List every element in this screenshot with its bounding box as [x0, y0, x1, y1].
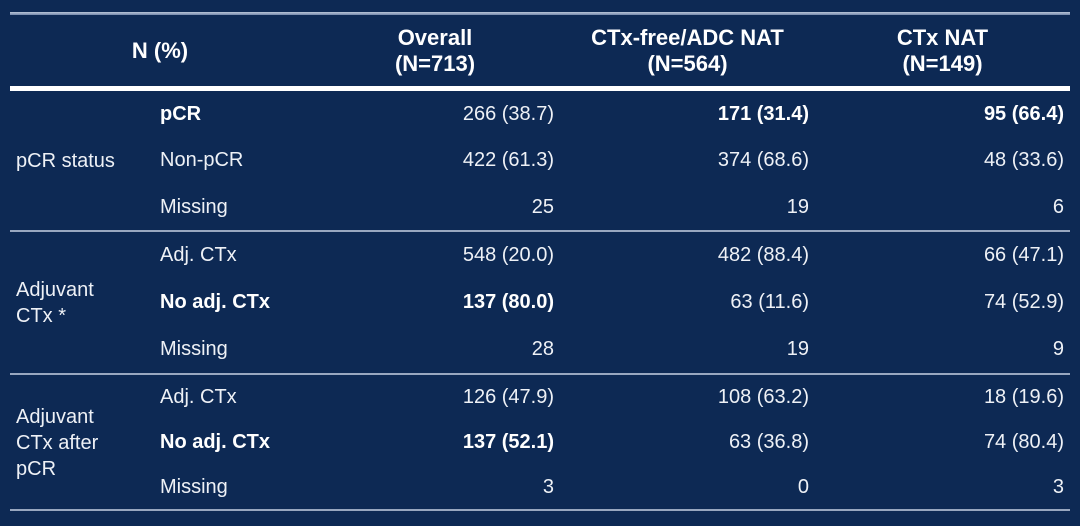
- row-label-adj-ctx: Adj. CTx: [160, 244, 237, 266]
- value-cell: 95 (66.4): [983, 102, 1064, 125]
- value-cell: 137 (80.0): [462, 291, 554, 313]
- row-label-no-adj-ctx: No adj. CTx: [160, 291, 271, 313]
- row-label-missing: Missing: [160, 195, 228, 218]
- column-header-ctx-nat-name: CTx NAT: [896, 24, 989, 50]
- value-cell: 422 (61.3): [462, 149, 554, 172]
- value-cell: 6: [1052, 195, 1064, 218]
- table-top-rule: [10, 12, 1070, 15]
- value-cell: 0: [797, 476, 809, 498]
- value-cell: 9: [1052, 338, 1064, 360]
- column-header-ctxfree-adc-nat: CTx-free/ADC NAT (N=564): [560, 25, 815, 77]
- value-cell: 3: [542, 476, 554, 498]
- group-separator-1: [10, 230, 1070, 232]
- value-cell: 108 (63.2): [717, 386, 809, 408]
- header-bottom-rule: [10, 86, 1070, 91]
- table-bottom-rule: [10, 509, 1070, 511]
- group-label-pcr-status: pCR status: [16, 149, 115, 172]
- group-label-adjuvant-ctx: Adjuvant CTx *: [16, 278, 94, 327]
- column-header-overall-name: Overall: [397, 24, 473, 50]
- corner-label: N (%): [131, 37, 189, 63]
- value-cell: 3: [1052, 476, 1064, 498]
- value-cell: 171 (31.4): [717, 102, 809, 125]
- value-cell: 63 (36.8): [728, 431, 809, 453]
- value-cell: 137 (52.1): [462, 431, 554, 453]
- group-separator-2: [10, 373, 1070, 375]
- row-group-adjuvant-ctx-after-pcr: Adjuvant CTx after pCR Adj. CTx 126 (47.…: [10, 375, 1070, 510]
- value-cell: 28: [531, 338, 554, 360]
- column-header-ctxfree-adc-nat-name: CTx-free/ADC NAT: [591, 24, 784, 50]
- value-cell: 74 (80.4): [983, 431, 1064, 453]
- row-label-non-pcr: Non-pCR: [160, 149, 244, 172]
- value-cell: 482 (88.4): [717, 244, 809, 266]
- column-header-ctx-nat-n: (N=149): [902, 50, 983, 76]
- value-cell: 66 (47.1): [983, 244, 1064, 266]
- column-header-ctxfree-adc-nat-n: (N=564): [647, 50, 728, 76]
- group-label-adjuvant-ctx-after-pcr: Adjuvant CTx after pCR: [16, 405, 99, 480]
- value-cell: 18 (19.6): [983, 386, 1064, 408]
- column-header-ctx-nat: CTx NAT (N=149): [815, 25, 1070, 77]
- value-cell: 548 (20.0): [462, 244, 554, 266]
- value-cell: 19: [786, 338, 809, 360]
- row-label-missing: Missing: [160, 476, 228, 498]
- row-group-adjuvant-ctx: Adjuvant CTx * Adj. CTx 548 (20.0) 482 (…: [10, 232, 1070, 373]
- column-header-overall-n: (N=713): [394, 50, 476, 76]
- column-header-overall: Overall (N=713): [310, 25, 560, 77]
- value-cell: 126 (47.9): [462, 386, 554, 408]
- value-cell: 374 (68.6): [717, 149, 809, 172]
- value-cell: 74 (52.9): [983, 291, 1064, 313]
- table-header-row: N (%) Overall (N=713) CTx-free/ADC NAT (…: [10, 15, 1070, 86]
- value-cell: 63 (11.6): [730, 291, 809, 313]
- value-cell: 266 (38.7): [462, 102, 554, 125]
- row-group-pcr-status: pCR status pCR 266 (38.7) 171 (31.4) 95 …: [10, 91, 1070, 231]
- value-cell: 48 (33.6): [983, 149, 1064, 172]
- value-cell: 19: [786, 195, 809, 218]
- row-label-adj-ctx: Adj. CTx: [160, 386, 237, 408]
- row-label-no-adj-ctx: No adj. CTx: [160, 431, 271, 453]
- value-cell: 25: [531, 195, 554, 218]
- row-label-missing: Missing: [160, 338, 228, 360]
- row-label-pcr: pCR: [160, 102, 202, 125]
